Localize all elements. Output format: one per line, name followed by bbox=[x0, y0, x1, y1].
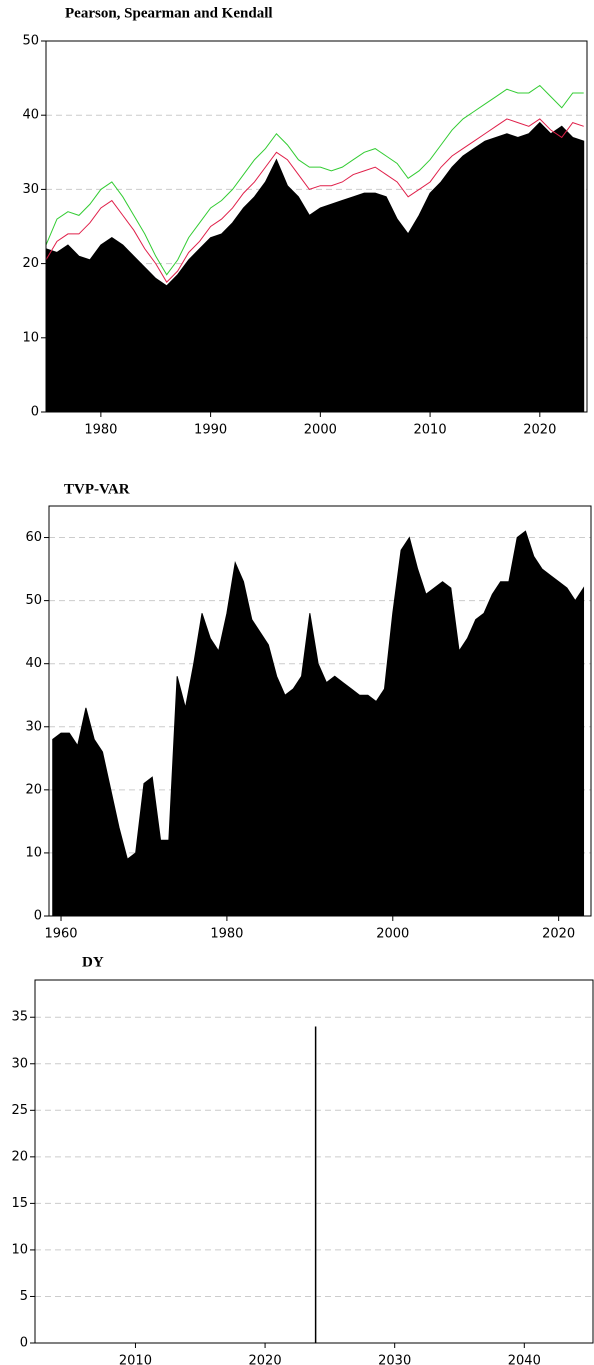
y-tick-label: 40 bbox=[25, 656, 42, 671]
x-tick-label: 2020 bbox=[523, 423, 556, 438]
line bbox=[45, 118, 584, 283]
plot-frame bbox=[34, 979, 594, 1344]
x-tick-label: 2010 bbox=[414, 423, 447, 438]
x-tick-label: 2000 bbox=[304, 423, 337, 438]
area bbox=[45, 121, 585, 413]
x-tick-label: 1990 bbox=[194, 423, 227, 438]
x-tick-label: 1960 bbox=[44, 927, 77, 942]
y-tick-label: 0 bbox=[20, 1336, 28, 1351]
y-tick-label: 15 bbox=[11, 1196, 28, 1211]
y-tick-label: 10 bbox=[25, 845, 42, 860]
y-tick-label: 30 bbox=[25, 719, 42, 734]
plot-frame bbox=[45, 40, 588, 413]
x-tick-label: 2030 bbox=[378, 1354, 411, 1365]
y-tick-label: 10 bbox=[11, 1242, 28, 1257]
x-tick-label: 1980 bbox=[84, 423, 117, 438]
plot-frame bbox=[48, 505, 592, 917]
x-tick-label: 1980 bbox=[210, 927, 243, 942]
y-tick-label: 20 bbox=[25, 782, 42, 797]
y-tick-label: 30 bbox=[11, 1056, 28, 1071]
y-tick-label: 60 bbox=[25, 530, 42, 545]
chart-title: Pearson, Spearman and Kendall bbox=[65, 5, 273, 21]
x-tick-label: 2020 bbox=[249, 1354, 282, 1365]
x-tick-label: 2010 bbox=[119, 1354, 152, 1365]
y-tick-label: 5 bbox=[20, 1289, 28, 1304]
y-tick-label: 50 bbox=[22, 34, 39, 49]
y-tick-label: 30 bbox=[22, 182, 39, 197]
y-tick-label: 25 bbox=[11, 1103, 28, 1118]
x-tick-label: 2000 bbox=[376, 927, 409, 942]
x-tick-label: 2040 bbox=[508, 1354, 541, 1365]
chart-title: DY bbox=[82, 954, 104, 970]
y-tick-label: 40 bbox=[22, 108, 39, 123]
y-tick-label: 35 bbox=[11, 1010, 28, 1025]
y-tick-label: 20 bbox=[22, 256, 39, 271]
y-tick-label: 0 bbox=[31, 405, 39, 420]
line bbox=[45, 84, 584, 276]
y-tick-label: 0 bbox=[34, 909, 42, 924]
chart-title: TVP-VAR bbox=[64, 481, 130, 497]
y-tick-label: 50 bbox=[25, 593, 42, 608]
y-tick-label: 10 bbox=[22, 330, 39, 345]
area bbox=[52, 530, 585, 917]
x-tick-label: 2020 bbox=[542, 927, 575, 942]
y-tick-label: 20 bbox=[11, 1149, 28, 1164]
